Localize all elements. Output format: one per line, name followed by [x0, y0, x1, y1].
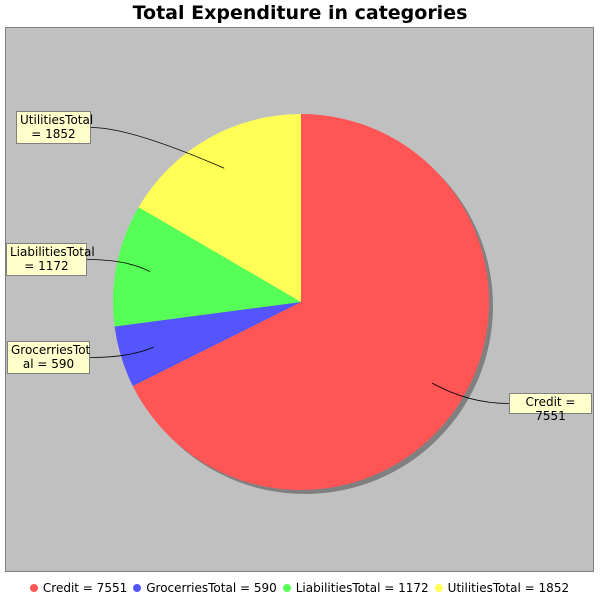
pie-slice-utilitiestotal	[138, 114, 301, 302]
leader-line-credit	[431, 382, 510, 404]
legend-item-liabilitiestotal: LiabilitiesTotal = 1172	[282, 581, 429, 595]
pie-chart	[86, 114, 510, 494]
leader-line-grocerriestotal	[89, 346, 154, 358]
slice-label-grocerriestotal: GrocerriesTot al = 590	[7, 341, 90, 374]
pie-slice-grocerriestotal	[114, 302, 301, 386]
pie-slice-credit	[132, 114, 489, 490]
legend: Credit = 7551 GrocerriesTotal = 590 Liab…	[5, 578, 594, 598]
legend-label-grocerriestotal: GrocerriesTotal = 590	[146, 581, 277, 595]
slice-label-utilitiestotal: UtilitiesTotal = 1852	[16, 111, 93, 144]
legend-item-grocerriestotal: GrocerriesTotal = 590	[133, 581, 277, 595]
plot-area: Credit = 7551 GrocerriesTot al = 590 Lia…	[5, 27, 594, 572]
legend-marker-utilitiestotal	[434, 584, 443, 592]
slice-label-liabilitiestotal: LiabilitiesTotal = 1172	[6, 243, 95, 276]
slice-label-credit: Credit = 7551	[509, 393, 592, 423]
leader-line-liabilitiestotal	[86, 259, 151, 272]
legend-label-utilitiestotal: UtilitiesTotal = 1852	[447, 581, 570, 595]
chart-title: Total Expenditure in categories	[132, 2, 468, 24]
legend-marker-liabilitiestotal	[282, 584, 291, 592]
leader-line-utilitiestotal	[90, 127, 225, 169]
legend-marker-credit	[29, 584, 38, 592]
legend-marker-grocerriestotal	[133, 584, 142, 592]
legend-label-liabilitiestotal: LiabilitiesTotal = 1172	[295, 581, 429, 595]
pie-slice-liabilitiestotal	[113, 207, 302, 327]
legend-item-utilitiestotal: UtilitiesTotal = 1852	[434, 581, 570, 595]
legend-label-credit: Credit = 7551	[42, 581, 128, 595]
legend-item-credit: Credit = 7551	[29, 581, 128, 595]
